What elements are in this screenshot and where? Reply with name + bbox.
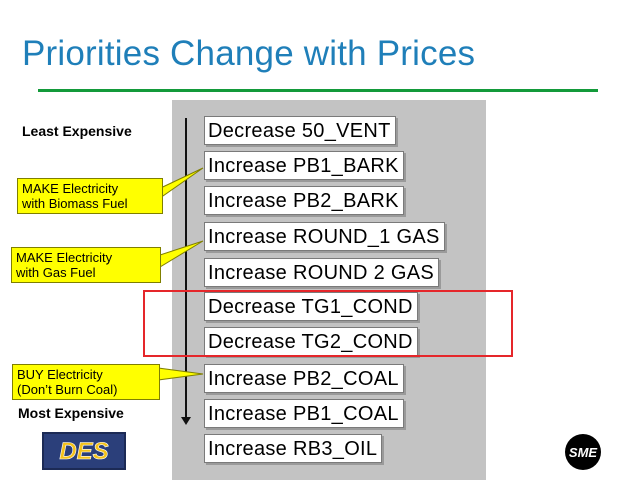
action-box-increase-pb1-coal: Increase PB1_COAL — [204, 399, 404, 428]
callout-biomass-line2: with Biomass Fuel — [22, 196, 128, 211]
title-underline — [38, 89, 598, 92]
arrow-down-icon — [181, 417, 191, 425]
least-expensive-label: Least Expensive — [22, 123, 132, 139]
sme-logo-text: SME — [569, 445, 598, 460]
callout-buy-line1: BUY Electricity — [17, 367, 103, 382]
des-logo: DES — [42, 432, 126, 470]
callout-biomass-line1: MAKE Electricity — [22, 181, 119, 196]
callout-biomass: MAKE Electricity with Biomass Fuel — [17, 178, 163, 214]
priority-axis-line — [185, 118, 187, 420]
callout-gas-line2: with Gas Fuel — [16, 265, 96, 280]
action-box-increase-round1-gas: Increase ROUND_1 GAS — [204, 222, 445, 251]
action-box-decrease-50-vent: Decrease 50_VENT — [204, 116, 396, 145]
action-box-decrease-tg1-cond: Decrease TG1_COND — [204, 292, 418, 321]
action-box-increase-rb3-oil: Increase RB3_OIL — [204, 434, 383, 463]
highlight-box — [143, 290, 513, 357]
most-expensive-label: Most Expensive — [18, 405, 124, 421]
des-logo-text: DES — [59, 438, 108, 465]
action-box-increase-pb2-bark: Increase PB2_BARK — [204, 186, 404, 215]
callout-gas: MAKE Electricity with Gas Fuel — [11, 247, 161, 283]
action-box-increase-pb1-bark: Increase PB1_BARK — [204, 151, 404, 180]
callout-buy: BUY Electricity (Don’t Burn Coal) — [12, 364, 160, 400]
slide-title: Priorities Change with Prices — [22, 34, 476, 73]
sme-logo: SME — [560, 432, 606, 472]
action-box-increase-round2-gas: Increase ROUND 2 GAS — [204, 258, 440, 287]
action-box-increase-pb2-coal: Increase PB2_COAL — [204, 364, 404, 393]
callout-buy-line2: (Don’t Burn Coal) — [17, 382, 118, 397]
callout-gas-line1: MAKE Electricity — [16, 250, 113, 265]
